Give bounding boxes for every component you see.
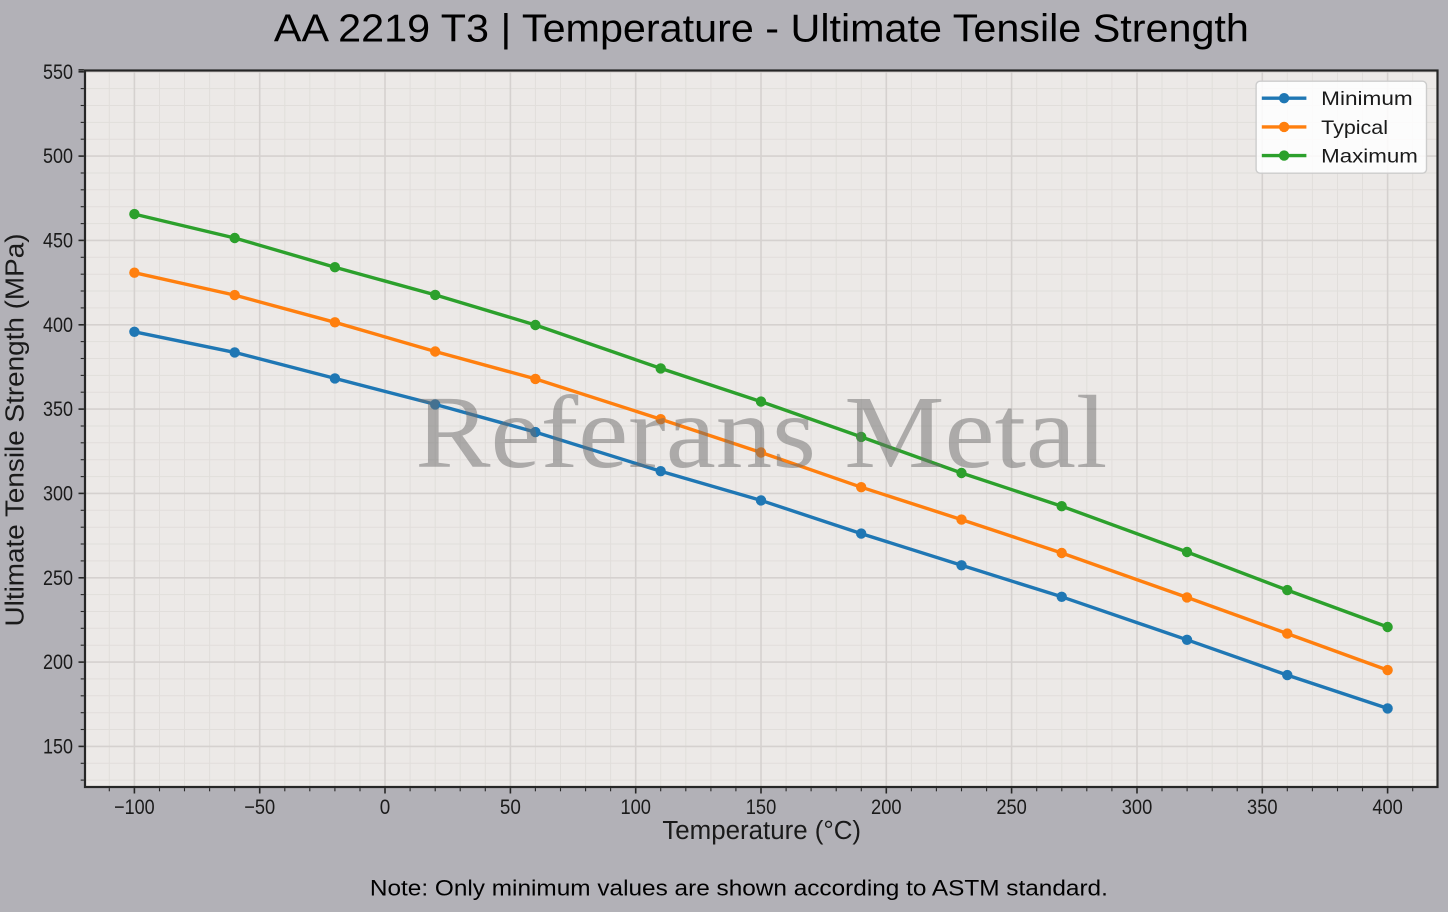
svg-text:Typical: Typical (1321, 117, 1388, 139)
svg-text:−50: −50 (244, 796, 275, 819)
svg-text:450: 450 (43, 230, 73, 253)
svg-text:100: 100 (620, 796, 651, 819)
svg-text:150: 150 (43, 736, 73, 759)
svg-text:−100: −100 (114, 796, 155, 819)
svg-text:400: 400 (1372, 796, 1403, 819)
svg-text:250: 250 (996, 796, 1027, 819)
svg-text:Referans Metal: Referans Metal (415, 376, 1107, 490)
svg-text:Minimum: Minimum (1321, 88, 1413, 110)
svg-text:Maximum: Maximum (1321, 146, 1418, 168)
svg-text:Note: Only minimum values are: Note: Only minimum values are shown acco… (370, 876, 1108, 901)
svg-text:200: 200 (871, 796, 902, 819)
svg-text:400: 400 (43, 314, 73, 337)
svg-text:550: 550 (43, 61, 73, 84)
svg-text:0: 0 (380, 796, 391, 819)
svg-text:300: 300 (43, 483, 73, 506)
svg-text:200: 200 (43, 651, 73, 674)
svg-text:150: 150 (746, 796, 777, 819)
svg-text:350: 350 (43, 398, 73, 421)
svg-text:Ultimate Tensile Strength (MPa: Ultimate Tensile Strength (MPa) (0, 233, 29, 626)
svg-text:350: 350 (1247, 796, 1278, 819)
svg-text:500: 500 (43, 145, 73, 168)
svg-text:250: 250 (43, 567, 73, 590)
svg-text:300: 300 (1122, 796, 1153, 819)
svg-text:AA 2219 T3 | Temperature - Ult: AA 2219 T3 | Temperature - Ultimate Tens… (274, 7, 1249, 50)
svg-text:Temperature (°C): Temperature (°C) (662, 815, 861, 845)
svg-text:50: 50 (500, 796, 521, 819)
